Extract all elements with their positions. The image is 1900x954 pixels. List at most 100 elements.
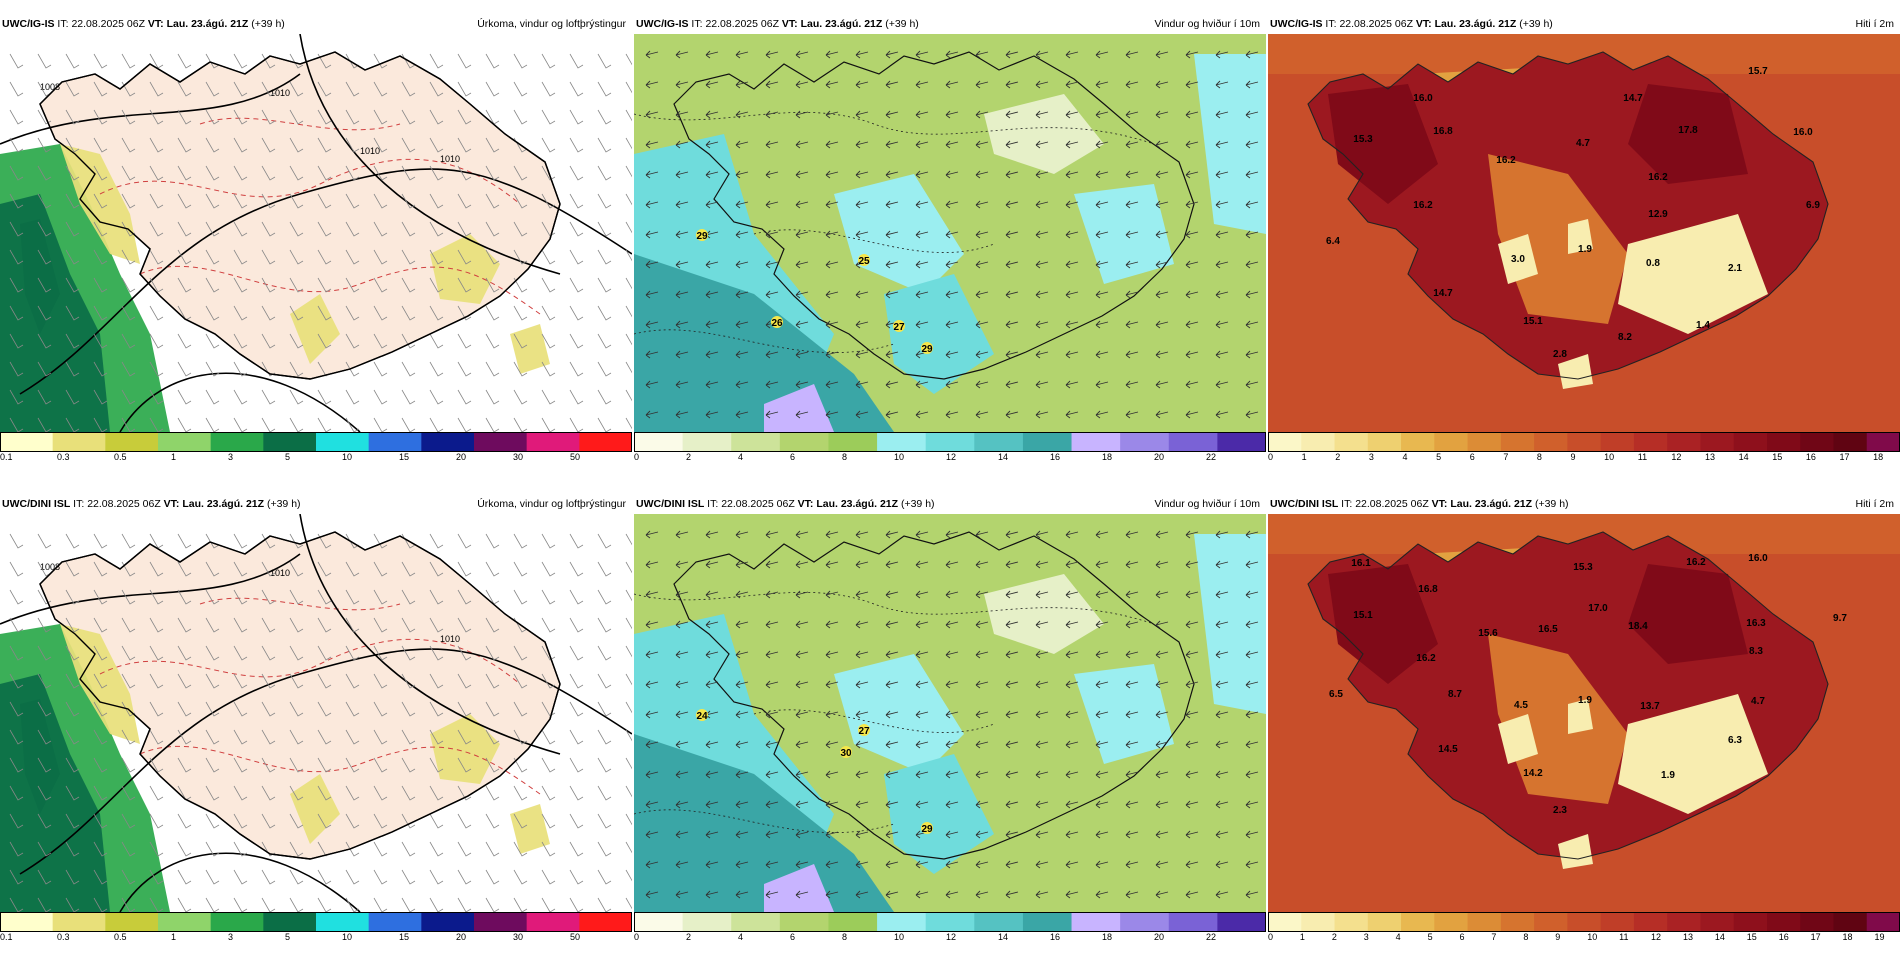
wind-arrow: [825, 260, 839, 269]
wind-barb: [429, 757, 444, 773]
wind-barb: [569, 333, 584, 349]
wind-barb: [121, 277, 136, 293]
wind-barb: [93, 841, 108, 857]
panel-header: UWC/DINI ISL IT: 22.08.2025 06Z VT: Lau.…: [0, 494, 632, 514]
wind-barb: [597, 673, 612, 689]
wind-arrow: [1245, 530, 1259, 539]
wind-barb: [177, 389, 192, 405]
wind-arrow: [1125, 650, 1139, 659]
colorbar-swatch: [1120, 912, 1170, 932]
gust-value-label: 29: [921, 824, 933, 835]
wind-arrow: [945, 890, 959, 899]
colorbar-tick-label: 12: [946, 932, 957, 942]
wind-arrow: [975, 50, 989, 59]
wind-barb: [121, 785, 136, 801]
temperature-value-label: 9.7: [1833, 613, 1847, 624]
temperature-value-label: 15.3: [1573, 562, 1593, 573]
wind-barb: [233, 673, 248, 689]
wind-arrow: [1245, 170, 1259, 179]
wind-barb: [177, 333, 192, 349]
colorbar-ticks: 0.1 0.3 0.5 1 3 5 10 15 20 30 50: [0, 452, 632, 466]
wind-barb: [289, 277, 304, 293]
panel-header: UWC/DINI ISL IT: 22.08.2025 06Z VT: Lau.…: [1268, 494, 1900, 514]
wind-barb: [513, 109, 528, 125]
colorbar: [634, 912, 1266, 932]
colorbar-swatch: [368, 912, 422, 932]
coastline: [39, 51, 561, 380]
wind-barb: [37, 249, 52, 265]
wind-arrow: [1035, 290, 1049, 299]
wind-arrow: [1065, 410, 1079, 419]
wind-barb: [65, 645, 80, 661]
wind-arrow: [795, 350, 809, 359]
wind-arrow: [885, 290, 899, 299]
gust-marker: [840, 746, 852, 758]
panel-igis-temp: UWC/IG-IS IT: 22.08.2025 06Z VT: Lau. 23…: [1268, 14, 1900, 474]
wind-barb: [429, 417, 444, 432]
temperature-area: [1488, 154, 1628, 324]
colorbar-swatch: [1434, 912, 1469, 932]
wind-barb: [569, 589, 584, 605]
it-label: IT:: [1341, 498, 1353, 510]
temp-contour: [139, 745, 541, 795]
wind-arrow: [1095, 740, 1109, 749]
wind-barb: [485, 221, 500, 237]
wind-arrow: [1035, 740, 1049, 749]
wind-barb: [541, 333, 556, 349]
wind-barb: [373, 417, 388, 432]
wind-arrow: [1215, 290, 1229, 299]
wind-arrow: [1035, 530, 1049, 539]
wind-barb: [205, 813, 220, 829]
wind-barb: [317, 109, 332, 125]
wind-arrow: [1005, 530, 1019, 539]
wind-barb: [65, 417, 80, 432]
wind-barb: [429, 869, 444, 885]
wind-barb: [65, 361, 80, 377]
model-name: UWC/DINI ISL: [2, 498, 71, 510]
wind-barb: [205, 785, 220, 801]
colorbar-swatch: [1633, 912, 1668, 932]
wind-arrow: [1005, 320, 1019, 329]
wind-barb: [289, 305, 304, 321]
wind-arrow: [735, 530, 749, 539]
wind-barb: [121, 305, 136, 321]
wind-arrow: [885, 110, 899, 119]
wind-barb: [9, 813, 24, 829]
wind-arrow: [825, 740, 839, 749]
wind-arrow: [765, 860, 779, 869]
colorbar-tick-label: 8: [1536, 452, 1542, 462]
wind-arrow: [1245, 260, 1259, 269]
init-time: 22.08.2025 06Z: [71, 18, 145, 30]
wind-arrow: [915, 170, 929, 179]
wind-barb: [261, 869, 276, 885]
wind-barb: [205, 221, 220, 237]
wind-arrow: [1005, 260, 1019, 269]
wind-arrow: [675, 260, 689, 269]
wind-arrow: [1035, 230, 1049, 239]
wind-barb: [317, 277, 332, 293]
wind-barb: [93, 617, 108, 633]
wind-arrow: [1185, 590, 1199, 599]
colorbar-tick-label: 1: [171, 452, 177, 462]
wind-arrow: [675, 380, 689, 389]
wind-barb: [37, 757, 52, 773]
wind-barb: [569, 645, 584, 661]
wind-barb: [429, 389, 444, 405]
wind-arrow: [1155, 170, 1169, 179]
wind-barb: [485, 561, 500, 577]
colorbar-tick-label: 0.5: [114, 932, 127, 942]
wind-arrow: [1185, 170, 1199, 179]
colorbar-ticks: 0.1 0.3 0.5 1 3 5 10 15 20 30 50: [0, 932, 632, 946]
wind-arrow: [825, 710, 839, 719]
colorbar-swatch: [210, 432, 264, 452]
wind-arrow: [765, 380, 779, 389]
wind-barb: [205, 389, 220, 405]
wind-barb: [457, 417, 472, 432]
wind-arrow: [675, 770, 689, 779]
wind-arrow: [735, 680, 749, 689]
wind-arrow: [1005, 860, 1019, 869]
init-time: 22.08.2025 06Z: [87, 498, 161, 510]
wind-barb: [541, 417, 556, 432]
wind-arrow: [1245, 50, 1259, 59]
